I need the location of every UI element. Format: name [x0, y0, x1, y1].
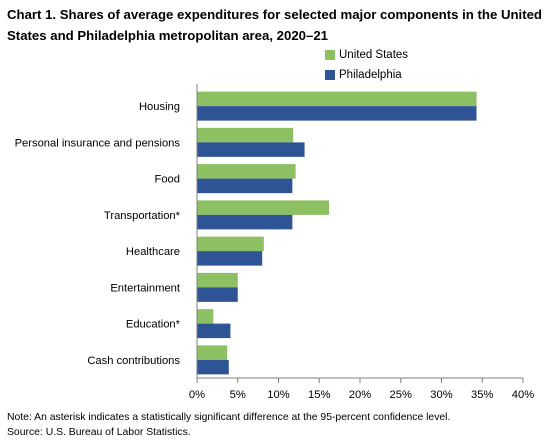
- bar-united-states-housing: [197, 91, 477, 107]
- category-label-healthcare: Healthcare: [126, 246, 180, 258]
- x-tick-label-35: 35%: [471, 389, 493, 401]
- bar-philadelphia-entertainment: [197, 287, 238, 302]
- bar-united-states-cash-contributions: [197, 345, 228, 360]
- bar-philadelphia-cash-contributions: [197, 359, 229, 375]
- bar-philadelphia-education: [197, 323, 231, 339]
- bar-philadelphia-transportation: [197, 214, 293, 230]
- category-label-housing: Housing: [139, 101, 180, 113]
- x-tick-label-20: 20%: [349, 389, 371, 401]
- category-label-food: Food: [155, 174, 181, 186]
- category-label-transportation: Transportation*: [104, 210, 181, 222]
- source-text: Source: U.S. Bureau of Labor Statistics.: [7, 427, 191, 438]
- bar-philadelphia-housing: [197, 106, 477, 121]
- bar-united-states-personal-insurance-and-pensions: [197, 127, 294, 143]
- x-tick-label-5: 5%: [230, 389, 246, 401]
- legend-swatch-philadelphia: [325, 70, 335, 80]
- note-text: Note: An asterisk indicates a statistica…: [7, 412, 451, 423]
- x-tick-label-25: 25%: [390, 389, 412, 401]
- legend-item-united-states: United States: [325, 45, 408, 65]
- bar-philadelphia-healthcare: [197, 251, 263, 266]
- category-label-entertainment: Entertainment: [110, 282, 181, 294]
- category-label-personal-insurance-and-pensions: Personal insurance and pensions: [15, 137, 181, 149]
- legend: United States Philadelphia: [325, 45, 408, 85]
- bar-united-states-entertainment: [197, 272, 238, 288]
- bar-united-states-food: [197, 164, 296, 179]
- bar-united-states-healthcare: [197, 236, 264, 252]
- chart-notes: Note: An asterisk indicates a statistica…: [7, 410, 450, 440]
- bar-united-states-education: [197, 309, 214, 324]
- x-tick-label-40: 40%: [512, 389, 534, 401]
- legend-swatch-united-states: [325, 50, 335, 60]
- x-tick-label-30: 30%: [430, 389, 452, 401]
- bar-philadelphia-personal-insurance-and-pensions: [197, 142, 305, 157]
- bar-philadelphia-food: [197, 178, 293, 194]
- bar-united-states-transportation: [197, 200, 330, 215]
- x-tick-label-0: 0%: [189, 389, 205, 401]
- category-label-education: Education*: [126, 319, 181, 331]
- x-tick-label-15: 15%: [308, 389, 330, 401]
- bar-chart: Housing Personal insurance and pensions Fo…: [15, 84, 534, 401]
- legend-item-philadelphia: Philadelphia: [325, 65, 408, 85]
- category-label-cash-contributions: Cash contributions: [87, 355, 180, 367]
- x-tick-label-10: 10%: [267, 389, 289, 401]
- chart-title: Chart 1. Shares of average expenditures …: [7, 7, 542, 43]
- legend-label-united-states: United States: [339, 49, 409, 61]
- legend-label-philadelphia: Philadelphia: [339, 69, 402, 81]
